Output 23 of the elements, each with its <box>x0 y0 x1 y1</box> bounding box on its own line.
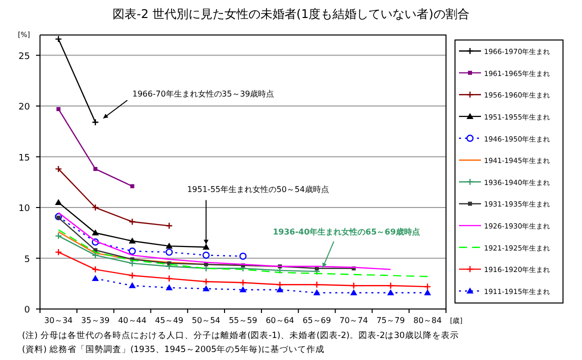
x-tick-label: 30～34 <box>44 316 73 325</box>
y-tick-label: 25 <box>18 52 30 62</box>
x-tick-label: 75～79 <box>376 316 405 325</box>
x-tick-label: 65～69 <box>302 316 331 325</box>
annotation: 1951-55年生まれ女性の50～54歳時点 <box>187 185 329 194</box>
y-tick-label: 5 <box>24 254 30 265</box>
x-tick-label: 55～59 <box>228 316 258 325</box>
x-tick-label: 80～84 <box>413 316 442 325</box>
text: (資料) 総務省「国勢調査」(1935、1945～2005年の5年毎)に基づいて作成 <box>22 344 324 355</box>
x-tick-label: 50～54 <box>192 316 220 325</box>
y-tick-label: 15 <box>18 153 30 164</box>
chart-title: 図表-2 世代別に見た女性の未婚者(1度も結婚していない者)の割合 <box>112 7 470 21</box>
annotation: 1936-40年生まれ女性の65～69歳時点 <box>272 227 420 236</box>
y-tick-label: 20 <box>18 102 30 113</box>
x-tick-label: 70～74 <box>340 316 368 325</box>
x-tick-label: 60～64 <box>266 316 294 325</box>
text: (注) 分母は各世代の各時点における人口、分子は離婚者(図表-1)、未婚者(図表-2)。図表-2は30歳以降を表示 <box>22 330 459 341</box>
y-tick-label: 0 <box>24 306 30 316</box>
x-tick-label: 35～39 <box>81 316 110 325</box>
x-tick-label: 45～49 <box>155 316 184 325</box>
y-tick-label: 10 <box>18 204 30 214</box>
annotation: 1966-70年生まれ女性の35～39歳時点 <box>132 89 274 98</box>
x-tick-label: 40～44 <box>118 316 146 325</box>
